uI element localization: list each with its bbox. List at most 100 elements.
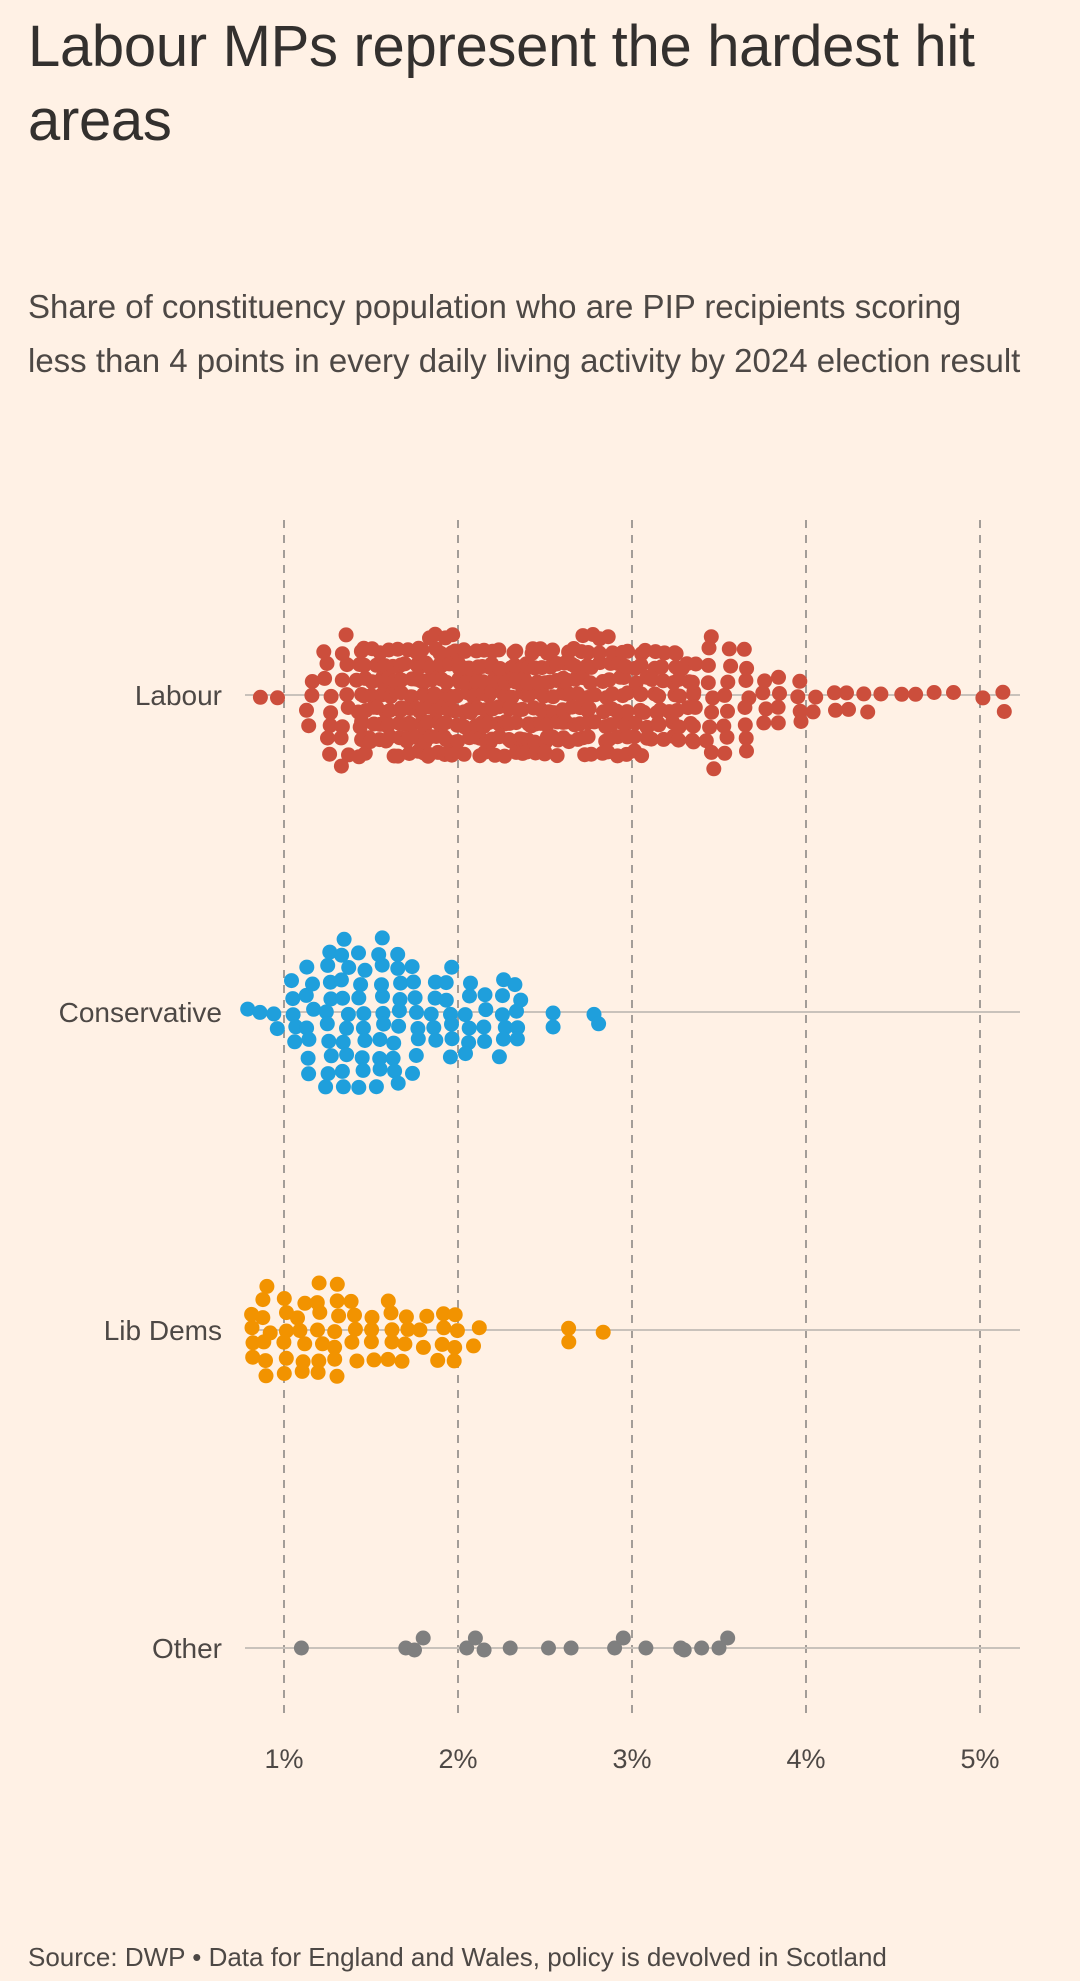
data-point-lib-dems <box>400 1321 416 1337</box>
data-point-labour <box>688 656 704 672</box>
data-point-labour <box>304 674 320 689</box>
data-point-conservative <box>353 977 369 993</box>
data-points <box>240 626 1012 1658</box>
data-point-other <box>293 1640 309 1656</box>
data-point-other <box>607 1640 623 1656</box>
data-point-conservative <box>477 987 493 1003</box>
data-point-labour <box>316 644 332 660</box>
data-point-labour <box>672 688 688 704</box>
data-point-lib-dems <box>430 1352 446 1368</box>
data-point-labour <box>720 674 736 690</box>
data-point-conservative <box>510 1020 526 1036</box>
data-point-conservative <box>351 945 366 961</box>
beeswarm-chart: Labour Conservative Lib Dems Other 1% 2% 3% 4%… <box>59 520 1020 1774</box>
data-point-conservative <box>496 972 512 988</box>
data-point-conservative <box>322 944 338 960</box>
data-point-labour <box>755 685 771 701</box>
data-point-other <box>711 1640 727 1656</box>
data-point-conservative <box>318 1079 334 1095</box>
data-point-labour <box>633 657 649 673</box>
data-point-conservative <box>299 1020 315 1036</box>
data-point-labour <box>582 675 598 691</box>
data-point-lib-dems <box>347 1321 363 1337</box>
data-point-labour <box>790 689 806 705</box>
data-point-conservative <box>334 1063 350 1079</box>
data-point-labour <box>491 642 507 658</box>
data-point-conservative <box>477 1033 493 1049</box>
data-point-labour <box>620 685 636 701</box>
data-point-conservative <box>299 959 315 975</box>
data-point-labour <box>856 686 872 702</box>
data-point-lib-dems <box>278 1323 294 1339</box>
data-point-labour <box>601 672 617 688</box>
data-point-labour <box>738 730 754 746</box>
data-point-labour <box>334 719 350 735</box>
data-point-lib-dems <box>244 1320 260 1336</box>
data-point-labour <box>616 670 632 685</box>
data-point-labour <box>397 656 413 672</box>
data-point-other <box>638 1640 654 1656</box>
data-point-labour <box>757 673 773 689</box>
data-point-lib-dems <box>329 1293 345 1309</box>
data-point-lib-dems <box>447 1307 463 1323</box>
data-point-conservative <box>463 975 478 991</box>
data-point-labour <box>717 687 733 703</box>
data-point-conservative <box>321 1033 337 1049</box>
data-point-labour <box>508 643 524 659</box>
data-point-labour <box>702 719 718 735</box>
data-point-labour <box>514 701 530 717</box>
data-point-labour <box>322 717 338 733</box>
data-point-conservative <box>461 1020 477 1036</box>
category-label: Lib Dems <box>104 1315 222 1346</box>
data-point-lib-dems <box>329 1276 345 1292</box>
data-point-labour <box>758 701 774 717</box>
data-point-lib-dems <box>383 1305 399 1321</box>
data-point-conservative <box>323 1048 339 1064</box>
data-point-labour <box>620 643 636 659</box>
data-point-lib-dems <box>258 1353 273 1369</box>
data-point-conservative <box>494 1007 510 1023</box>
x-tick-label: 4% <box>786 1744 825 1774</box>
chart-subtitle: Share of constituency population who are… <box>28 288 1021 379</box>
data-point-labour <box>717 745 733 761</box>
data-point-labour <box>537 744 553 760</box>
data-point-lib-dems <box>278 1350 294 1366</box>
data-point-lib-dems <box>384 1322 400 1338</box>
data-point-labour <box>793 714 809 729</box>
data-point-conservative <box>457 1007 473 1023</box>
data-point-conservative <box>335 990 351 1006</box>
data-point-conservative <box>423 1006 439 1022</box>
data-point-labour <box>651 688 667 704</box>
data-point-conservative <box>306 1001 322 1017</box>
data-point-lib-dems <box>311 1353 327 1369</box>
data-point-labour <box>685 718 701 734</box>
data-point-lib-dems <box>310 1322 325 1338</box>
data-point-lib-dems <box>384 1334 400 1350</box>
data-point-other <box>563 1640 579 1656</box>
data-point-conservative <box>427 990 443 1006</box>
data-point-labour <box>995 684 1011 700</box>
data-point-conservative <box>385 1050 401 1066</box>
data-point-labour <box>456 746 472 762</box>
data-point-lib-dems <box>397 1336 413 1352</box>
data-point-conservative <box>375 988 390 1004</box>
data-point-labour <box>706 761 722 777</box>
data-point-labour <box>545 642 561 658</box>
data-point-labour <box>600 629 616 645</box>
data-point-labour <box>320 730 335 746</box>
data-point-labour <box>684 732 700 748</box>
data-point-lib-dems <box>329 1368 345 1384</box>
data-point-labour <box>583 746 599 762</box>
data-point-conservative <box>284 973 299 989</box>
data-point-labour <box>333 730 349 746</box>
data-point-conservative <box>351 990 367 1006</box>
data-point-conservative <box>491 1049 507 1065</box>
data-point-labour <box>317 670 333 686</box>
data-point-labour <box>826 685 842 701</box>
data-point-labour <box>737 700 753 715</box>
data-point-conservative <box>372 1061 388 1077</box>
data-point-labour <box>700 657 716 673</box>
data-point-labour <box>723 658 739 674</box>
data-point-conservative <box>339 1020 354 1036</box>
data-point-conservative <box>356 1006 372 1022</box>
